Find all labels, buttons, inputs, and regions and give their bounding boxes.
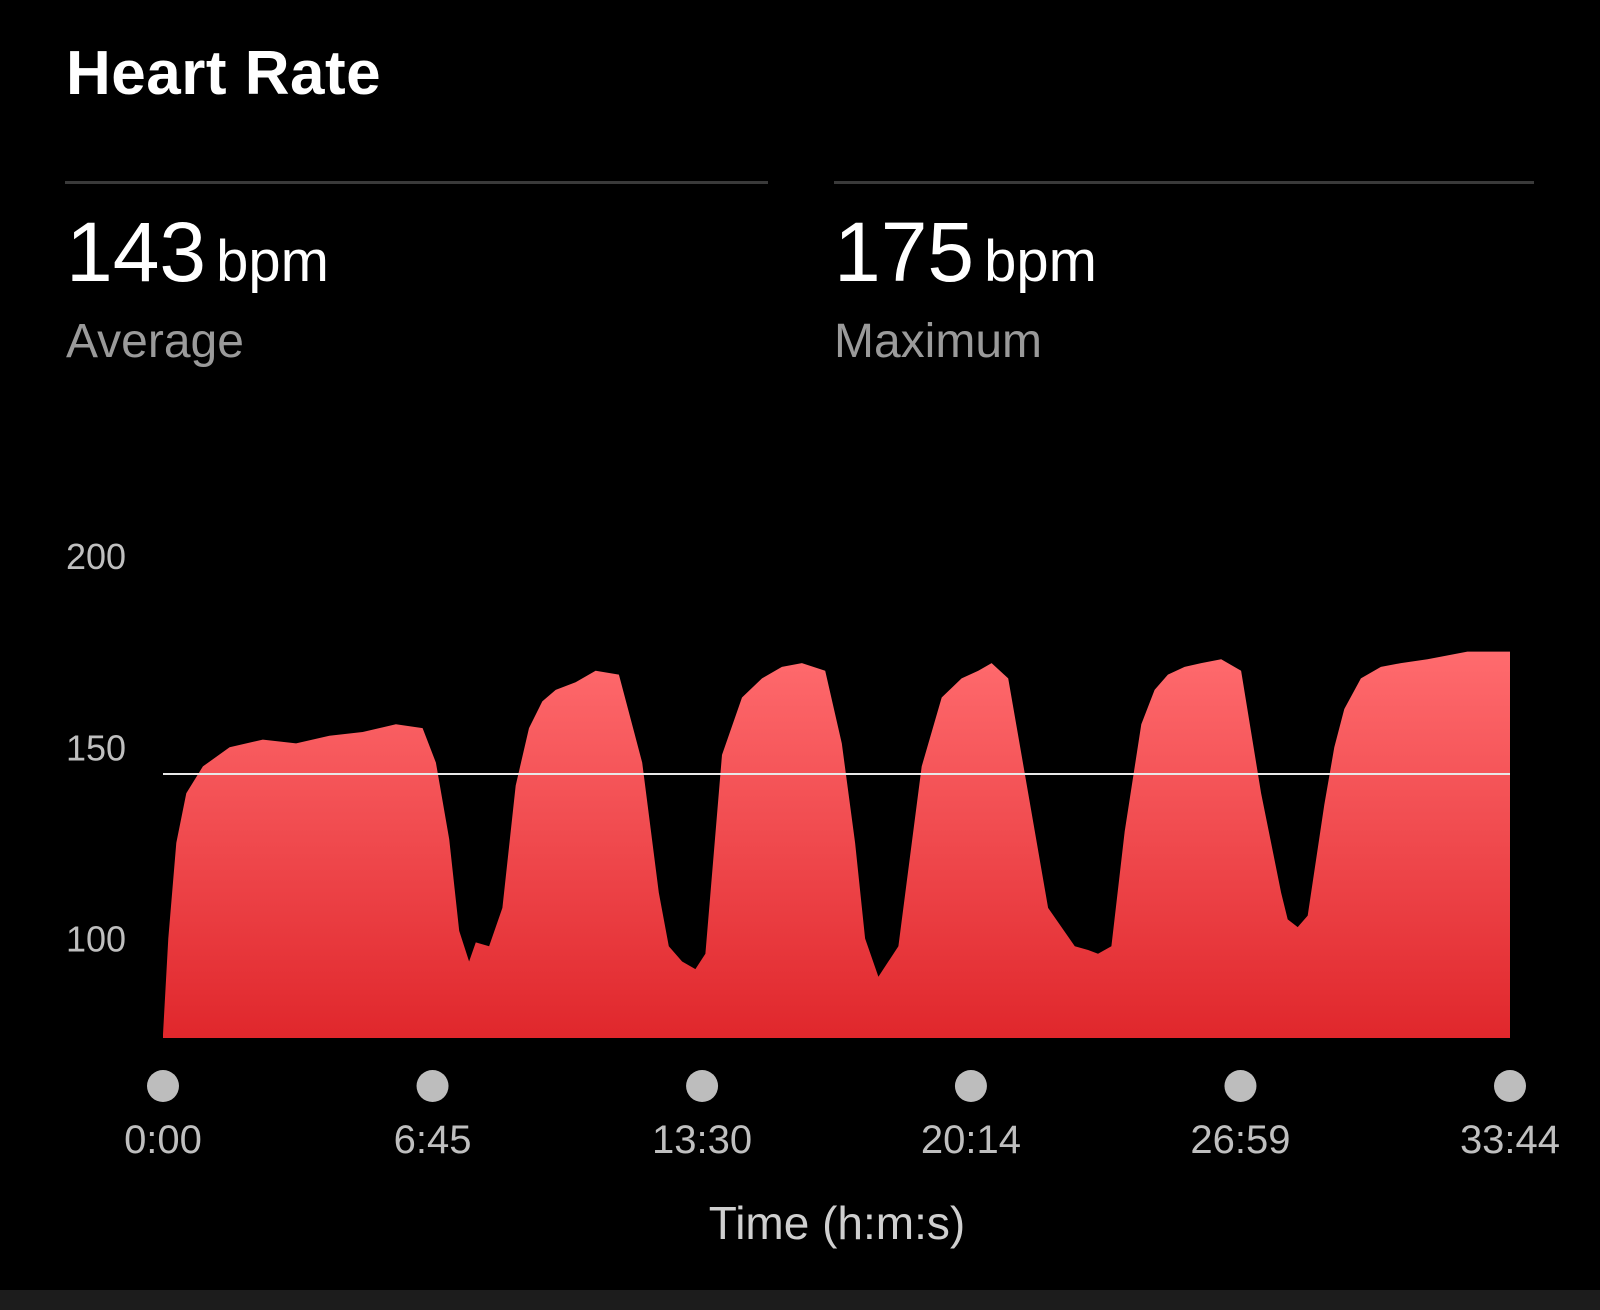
x-tick-label: 26:59 [1190,1118,1290,1162]
x-axis-title: Time (h:m:s) [708,1197,966,1249]
heart-rate-area [163,651,1510,1038]
maximum-number: 175 [834,205,975,299]
y-tick-label: 150 [66,727,126,768]
x-tick-dot [416,1070,449,1102]
average-unit: bpm [216,229,329,294]
stat-divider-maximum [834,181,1534,184]
y-tick-label: 100 [66,919,126,960]
x-tick-label: 33:44 [1460,1118,1560,1162]
maximum-label: Maximum [834,315,1043,368]
bottom-bar [0,1290,1600,1310]
average-value: 143 bpm [66,210,329,294]
page-title: Heart Rate [66,39,382,108]
x-tick-label: 13:30 [652,1118,752,1162]
x-tick-label: 0:00 [124,1118,202,1162]
x-tick-dot [954,1070,987,1102]
stat-divider-average [65,181,768,184]
x-tick-label: 20:14 [921,1118,1021,1162]
y-tick-label: 200 [66,536,126,577]
x-tick-dot [1224,1070,1257,1102]
average-label: Average [66,315,244,368]
average-number: 143 [66,205,207,299]
x-tick-dot [686,1070,719,1102]
x-tick-dot [1494,1070,1526,1102]
x-tick-label: 6:45 [394,1118,472,1162]
maximum-unit: bpm [984,229,1097,294]
maximum-value: 175 bpm [834,210,1097,294]
x-tick-dot [147,1070,179,1102]
